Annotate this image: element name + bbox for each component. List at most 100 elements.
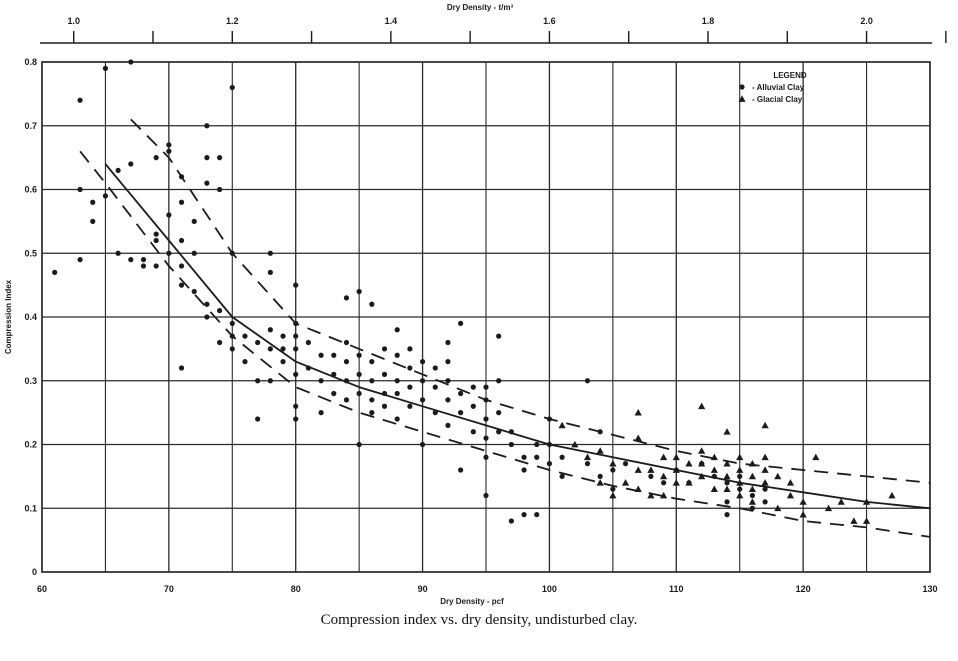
glacial-clay-point xyxy=(647,466,655,473)
alluvial-clay-point xyxy=(115,167,121,173)
alluvial-clay-point xyxy=(305,339,311,346)
legend-title: LEGEND xyxy=(773,71,807,80)
glacial-clay-point xyxy=(761,479,769,486)
alluvial-clay-point xyxy=(521,512,527,518)
alluvial-clay-point xyxy=(407,365,413,371)
glacial-clay-point xyxy=(672,479,680,486)
alluvial-clay-point xyxy=(648,473,654,479)
alluvial-clay-point xyxy=(191,250,197,256)
glacial-clay-point xyxy=(634,485,642,493)
glacial-clay-point xyxy=(748,472,756,480)
alluvial-clay-point xyxy=(534,454,540,460)
alluvial-clay-point xyxy=(369,359,375,365)
alluvial-clay-point xyxy=(356,352,362,358)
legend-entry-label: - Glacial Clay xyxy=(752,95,803,104)
alluvial-clay-point xyxy=(458,390,464,397)
y-tick-label: 0.5 xyxy=(24,248,37,258)
alluvial-clay-point xyxy=(318,352,324,358)
alluvial-clay-point xyxy=(521,454,527,460)
y-tick-label: 0.3 xyxy=(24,376,37,386)
top-tick-label: 2.0 xyxy=(860,16,873,26)
glacial-clay-point xyxy=(786,491,795,499)
alluvial-clay-point xyxy=(394,352,400,358)
top-axis xyxy=(40,31,947,44)
y-tick-label: 0.1 xyxy=(24,503,37,513)
alluvial-clay-point xyxy=(496,410,502,416)
glacial-clay-point xyxy=(596,447,604,454)
alluvial-clay-point xyxy=(737,473,743,479)
alluvial-clay-point xyxy=(458,320,464,326)
alluvial-clay-point xyxy=(166,250,172,256)
alluvial-clay-point xyxy=(343,397,350,403)
glacial-clay-point xyxy=(862,498,871,505)
glacial-clay-point xyxy=(761,453,769,461)
alluvial-clay-point xyxy=(356,371,362,377)
alluvial-clay-point xyxy=(584,378,591,384)
glacial-clay-point xyxy=(748,460,756,467)
alluvial-clay-point xyxy=(407,403,413,409)
alluvial-clay-point xyxy=(90,218,96,224)
alluvial-clay-point xyxy=(204,314,210,320)
alluvial-clay-point xyxy=(483,492,489,499)
x-tick-label: 60 xyxy=(37,584,47,594)
alluvial-clay-point xyxy=(217,308,223,314)
alluvial-clay-point xyxy=(267,327,273,333)
glacial-clay-point xyxy=(736,453,744,461)
alluvial-clay-point xyxy=(153,263,159,269)
alluvial-clay-point xyxy=(483,454,489,460)
alluvial-clay-point xyxy=(242,333,248,339)
alluvial-clay-point xyxy=(229,333,235,339)
alluvial-clay-point xyxy=(293,282,299,288)
alluvial-clay-point xyxy=(381,403,388,409)
alluvial-clay-point xyxy=(610,467,616,473)
glacial-clay-point xyxy=(799,498,807,505)
x-tick-label: 120 xyxy=(796,584,811,594)
alluvial-clay-point xyxy=(445,378,451,384)
legend-marker-circle xyxy=(739,84,745,90)
x-tick-label: 90 xyxy=(418,584,428,594)
glacial-clay-point xyxy=(571,440,579,448)
alluvial-clay-point xyxy=(749,505,756,511)
alluvial-clay-point xyxy=(356,288,362,295)
alluvial-clay-point xyxy=(217,155,223,161)
alluvial-clay-point xyxy=(115,250,121,256)
alluvial-clay-point xyxy=(178,237,185,244)
alluvial-clay-point xyxy=(204,301,210,307)
glacial-clay-point xyxy=(609,460,617,467)
y-tick-label: 0 xyxy=(32,567,37,577)
alluvial-clay-point xyxy=(381,371,388,377)
glacial-clay-point xyxy=(647,491,655,499)
alluvial-clay-point xyxy=(432,384,438,390)
glacial-clay-point xyxy=(660,472,668,480)
alluvial-clay-point xyxy=(419,359,426,365)
alluvial-clay-point xyxy=(178,199,185,205)
alluvial-clay-point xyxy=(521,467,527,473)
alluvial-clay-point xyxy=(343,359,350,365)
alluvial-clay-point xyxy=(204,155,210,161)
legend-marker-triangle xyxy=(738,95,746,102)
alluvial-clay-point xyxy=(622,461,629,467)
glacial-clay-point xyxy=(824,504,833,512)
alluvial-clay-point xyxy=(749,492,756,499)
alluvial-clay-point xyxy=(166,212,172,218)
alluvial-clay-point xyxy=(724,512,730,518)
glacial-clay-point xyxy=(723,460,731,467)
glacial-clay-point xyxy=(685,460,693,467)
glacial-clay-point xyxy=(761,466,769,473)
alluvial-clay-point xyxy=(445,397,451,403)
glacial-clay-point xyxy=(558,421,566,429)
alluvial-clay-point xyxy=(217,339,223,346)
glacial-clay-point xyxy=(672,453,680,461)
alluvial-clay-point xyxy=(178,263,185,269)
alluvial-clay-point xyxy=(52,269,58,275)
alluvial-clay-point xyxy=(369,301,375,307)
alluvial-clay-point xyxy=(229,250,235,256)
y-tick-label: 0.8 xyxy=(24,57,37,67)
x-tick-label: 80 xyxy=(291,584,301,594)
alluvial-clay-point xyxy=(762,486,768,492)
alluvial-clay-point xyxy=(445,339,451,346)
glacial-clay-point xyxy=(774,472,782,480)
glacial-clay-point xyxy=(799,511,807,518)
alluvial-clay-point xyxy=(508,518,514,524)
